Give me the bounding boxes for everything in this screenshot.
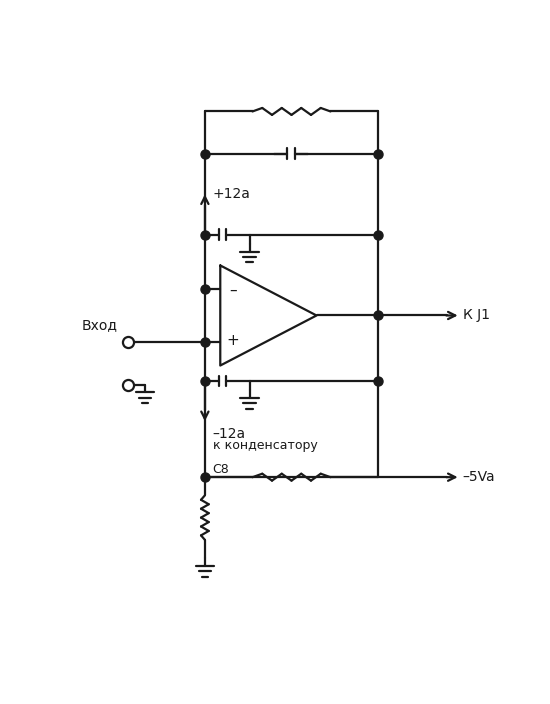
Text: –: – — [229, 282, 236, 298]
Text: +12a: +12a — [212, 187, 250, 201]
Text: С8: С8 — [212, 463, 229, 477]
Text: –5Va: –5Va — [463, 470, 496, 484]
Text: Вход: Вход — [81, 318, 118, 332]
Text: +: + — [226, 334, 239, 348]
Text: –12a: –12a — [212, 427, 246, 441]
Text: К J1: К J1 — [463, 308, 490, 322]
Text: к конденсатору: к конденсатору — [212, 439, 317, 453]
